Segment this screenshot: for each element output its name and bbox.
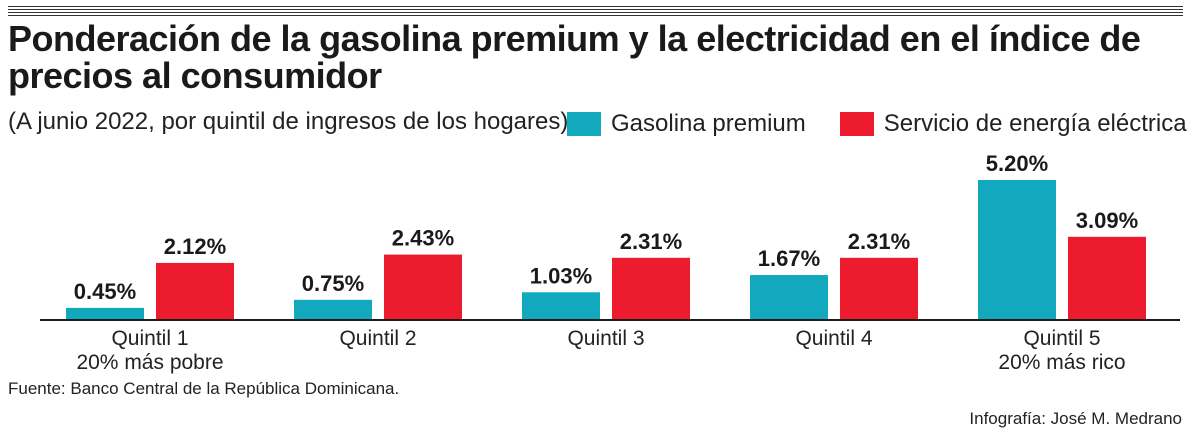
category-label-q3: Quintil 3	[567, 327, 644, 350]
chart-legend: Gasolina premium Servicio de energía elé…	[567, 108, 1200, 140]
bar-gasolina-q4	[750, 275, 828, 320]
bar-gasolina-q3	[522, 292, 600, 320]
bar-label-gasolina-q3: 1.03%	[530, 263, 592, 288]
bar-label-electricidad-q1: 2.12%	[164, 234, 226, 259]
legend-swatch-gasolina	[567, 112, 601, 136]
legend-label-electricidad: Servicio de energía eléctrica	[883, 110, 1187, 137]
bar-label-electricidad-q3: 2.31%	[620, 229, 682, 254]
bar-label-gasolina-q5: 5.20%	[986, 151, 1048, 176]
chart-subtitle: (A junio 2022, por quintil de ingresos d…	[8, 108, 569, 135]
bar-label-gasolina-q2: 0.75%	[302, 271, 364, 296]
bar-gasolina-q1	[66, 307, 144, 320]
bar-gasolina-q2	[294, 299, 372, 320]
legend-item-gasolina: Gasolina premium	[567, 110, 806, 138]
chart-title: Ponderación de la gasolina premium y la …	[8, 18, 1141, 96]
category-label-q1-sub: 20% más pobre	[76, 351, 223, 374]
category-label-q1: Quintil 1	[111, 327, 188, 350]
chart-credit: Infografía: José M. Medrano	[969, 409, 1182, 428]
bar-label-electricidad-q4: 2.31%	[848, 229, 910, 254]
legend-label-gasolina: Gasolina premium	[611, 110, 806, 137]
category-label-q5: Quintil 5	[1023, 327, 1100, 350]
legend-item-electricidad: Servicio de energía eléctrica	[839, 110, 1187, 138]
bar-electricidad-q5	[1068, 236, 1146, 320]
bar-label-gasolina-q1: 0.45%	[74, 279, 136, 304]
bar-label-electricidad-q5: 3.09%	[1076, 208, 1138, 233]
bar-electricidad-q3	[612, 257, 690, 320]
bar-gasolina-q5	[978, 180, 1056, 320]
bar-label-gasolina-q4: 1.67%	[758, 246, 820, 271]
chart-source: Fuente: Banco Central de la República Do…	[8, 379, 400, 398]
category-label-q5-sub: 20% más rico	[998, 351, 1125, 374]
header-hatch-decoration	[8, 6, 1183, 16]
plot-area: 0.45% 2.12% Quintil 120% más pobre 0.75% 2.4…	[40, 151, 1180, 374]
legend-swatch-electricidad	[839, 112, 874, 136]
category-label-q4: Quintil 4	[795, 327, 872, 350]
category-label-q2: Quintil 2	[339, 327, 416, 350]
bar-electricidad-q2	[384, 254, 462, 320]
bar-electricidad-q1	[156, 262, 234, 320]
bar-label-electricidad-q2: 2.43%	[392, 226, 454, 251]
bar-electricidad-q4	[840, 257, 918, 320]
